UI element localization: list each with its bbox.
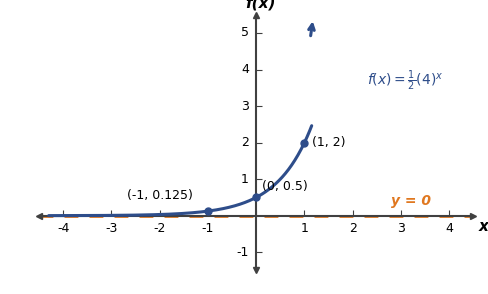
Text: (1, 2): (1, 2): [312, 136, 345, 149]
Text: 1: 1: [301, 222, 308, 235]
Text: 2: 2: [241, 136, 249, 149]
Text: 3: 3: [241, 100, 249, 113]
Text: -1: -1: [237, 246, 249, 259]
Text: -4: -4: [57, 222, 69, 235]
Text: (0, 0.5): (0, 0.5): [262, 180, 308, 193]
Text: 4: 4: [445, 222, 453, 235]
Text: 3: 3: [397, 222, 405, 235]
Text: -1: -1: [202, 222, 214, 235]
Text: f(x): f(x): [245, 0, 275, 10]
Text: 1: 1: [241, 173, 249, 186]
Text: x: x: [478, 219, 488, 234]
Text: $f(x) = \frac{1}{2}(4)^x$: $f(x) = \frac{1}{2}(4)^x$: [367, 68, 444, 93]
Text: 4: 4: [241, 63, 249, 76]
Text: y = 0: y = 0: [391, 194, 431, 208]
Text: -3: -3: [105, 222, 118, 235]
Text: -2: -2: [154, 222, 166, 235]
Text: (-1, 0.125): (-1, 0.125): [127, 189, 193, 202]
Text: 5: 5: [241, 26, 249, 39]
Text: 2: 2: [349, 222, 357, 235]
